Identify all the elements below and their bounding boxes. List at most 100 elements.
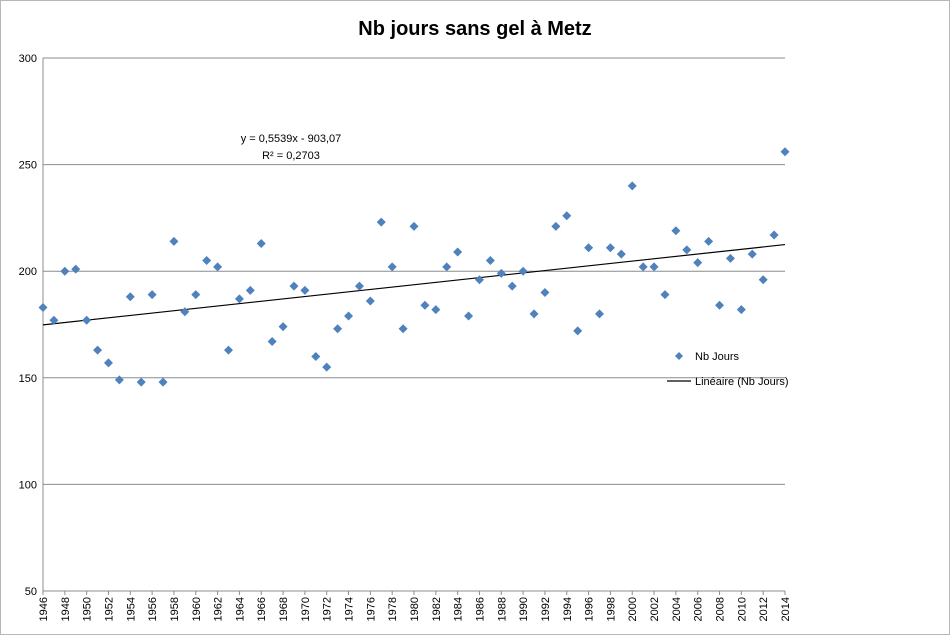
data-point (605, 243, 615, 253)
data-point (529, 309, 539, 319)
data-point (616, 249, 626, 259)
x-tick-label: 1948 (60, 597, 72, 621)
data-point (213, 262, 223, 272)
trendline (42, 243, 786, 326)
data-point (365, 296, 375, 306)
data-point (289, 281, 299, 291)
x-tick-label: 1962 (213, 597, 225, 621)
data-point (747, 249, 757, 259)
legend-label-points: Nb Jours (695, 351, 740, 363)
data-point (409, 221, 419, 231)
y-tick-label: 50 (25, 586, 37, 598)
data-point (693, 258, 703, 268)
data-point (595, 309, 604, 319)
x-tick-label: 2002 (649, 597, 661, 621)
x-tick-label: 2004 (671, 597, 683, 621)
x-tick-label: 1974 (344, 597, 356, 621)
legend-marker-points (675, 352, 683, 360)
data-point (649, 262, 659, 272)
data-point (245, 285, 255, 295)
data-point (453, 247, 463, 257)
data-point (573, 326, 583, 336)
data-point (725, 253, 735, 263)
x-tick-label: 1992 (540, 597, 552, 621)
x-tick-label: 1980 (409, 597, 421, 621)
trendline-equation: y = 0,5539x - 903,07 (241, 133, 342, 145)
data-point (474, 275, 484, 285)
data-point (584, 243, 594, 253)
data-point (562, 211, 572, 221)
data-point (507, 281, 517, 291)
data-point (387, 262, 397, 272)
data-point (627, 181, 637, 191)
y-tick-label: 300 (19, 53, 37, 65)
x-tick-label: 1998 (605, 597, 617, 621)
data-point (278, 322, 288, 332)
x-tick-label: 2000 (627, 597, 639, 621)
x-tick-label: 1996 (584, 597, 596, 621)
data-point (71, 264, 81, 274)
data-point (704, 236, 714, 246)
data-point (496, 268, 506, 278)
legend-label-trendline: Linéaire (Nb Jours) (695, 376, 789, 388)
chart-title: Nb jours sans gel à Metz (358, 18, 591, 40)
data-point (38, 302, 48, 312)
x-tick-label: 1982 (431, 597, 443, 621)
x-tick-label: 1986 (474, 597, 486, 621)
data-point (376, 217, 386, 227)
data-point (180, 307, 190, 317)
data-point (660, 290, 670, 300)
data-point (758, 275, 768, 285)
x-tick-label: 1950 (82, 597, 94, 621)
data-point (671, 226, 681, 236)
x-tick-label: 1960 (191, 597, 203, 621)
data-point (398, 324, 408, 334)
x-tick-label: 2010 (736, 597, 748, 621)
x-tick-label: 2008 (715, 597, 727, 621)
x-tick-label: 1972 (322, 597, 334, 621)
data-points (38, 147, 790, 387)
data-point (769, 230, 779, 240)
data-point (49, 315, 59, 325)
data-point (191, 290, 201, 300)
data-point (322, 362, 332, 372)
gridlines (42, 57, 786, 595)
data-point (638, 262, 648, 272)
data-point (158, 377, 168, 387)
data-point (125, 292, 135, 302)
data-point (169, 236, 179, 246)
data-point (540, 288, 550, 298)
data-point (715, 300, 725, 310)
x-tick-label: 1978 (387, 597, 399, 621)
y-tick-label: 100 (19, 479, 37, 491)
data-point (267, 337, 277, 347)
data-point (103, 358, 113, 368)
x-tick-label: 1984 (453, 597, 465, 621)
data-point (431, 305, 441, 315)
x-tick-label: 2012 (758, 597, 770, 621)
data-point (682, 245, 692, 255)
x-tick-label: 1976 (365, 597, 377, 621)
x-tick-label: 1966 (256, 597, 268, 621)
x-tick-label: 2006 (693, 597, 705, 621)
y-tick-label: 250 (19, 160, 37, 172)
data-point (485, 256, 495, 266)
data-point (82, 315, 92, 325)
data-point (551, 221, 561, 231)
data-point (344, 311, 354, 321)
data-point (234, 294, 244, 304)
trendline-r-squared: R² = 0,2703 (262, 150, 320, 162)
data-point (147, 290, 157, 300)
x-tick-label: 1952 (103, 597, 115, 621)
data-point (442, 262, 452, 272)
x-tick-label: 1988 (496, 597, 508, 621)
y-tick-label: 200 (19, 266, 37, 278)
x-axis-tick-labels: 1946 1948 1950 1952 1954 1956 1958 1960 1962 1964… (38, 597, 792, 621)
data-point (300, 285, 310, 295)
legend: Nb Jours Linéaire (Nb Jours) (667, 351, 789, 388)
x-tick-label: 1994 (562, 597, 574, 621)
x-tick-label: 1990 (518, 597, 530, 621)
x-tick-label: 1954 (125, 597, 137, 621)
y-axis-tick-labels: 50 100 150 200 250 300 (19, 53, 37, 598)
